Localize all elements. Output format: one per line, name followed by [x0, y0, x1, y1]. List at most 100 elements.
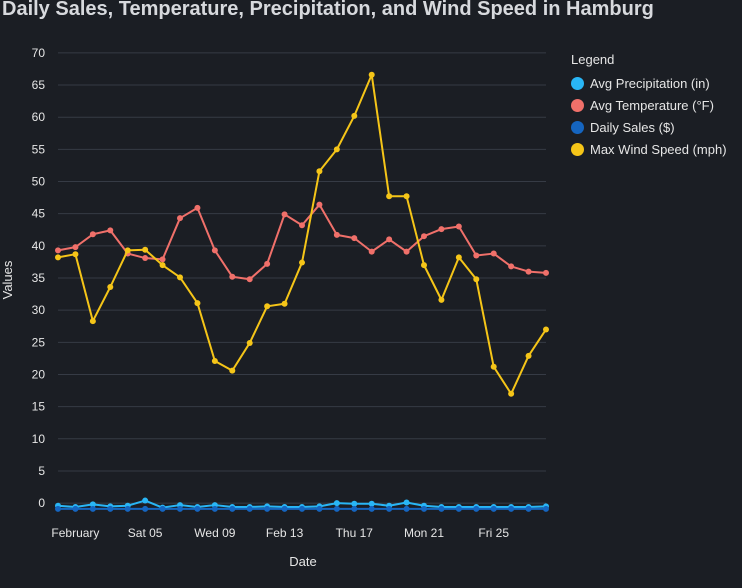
data-point[interactable] [299, 222, 305, 229]
data-point[interactable] [333, 505, 340, 512]
data-point[interactable] [508, 505, 515, 512]
data-point[interactable] [142, 505, 149, 512]
data-point[interactable] [421, 233, 427, 240]
data-point[interactable] [333, 500, 340, 507]
data-point[interactable] [246, 339, 253, 346]
data-point[interactable] [403, 248, 410, 255]
legend-item[interactable]: Daily Sales ($) [571, 116, 727, 138]
data-point[interactable] [473, 252, 480, 259]
data-point[interactable] [525, 268, 532, 275]
data-point[interactable] [211, 357, 218, 364]
data-point[interactable] [299, 505, 305, 512]
data-point[interactable] [194, 300, 201, 307]
data-point[interactable] [438, 296, 445, 303]
data-point[interactable] [473, 505, 480, 512]
data-point[interactable] [351, 505, 358, 512]
data-point[interactable] [281, 505, 288, 512]
data-point[interactable] [368, 505, 375, 512]
data-point[interactable] [229, 273, 236, 280]
data-point[interactable] [177, 215, 183, 222]
data-point[interactable] [194, 505, 201, 512]
data-point[interactable] [107, 284, 114, 291]
data-point[interactable] [351, 500, 358, 507]
data-point[interactable] [421, 505, 427, 512]
data-point[interactable] [543, 505, 549, 512]
data-point[interactable] [89, 501, 96, 508]
data-point[interactable] [299, 259, 305, 266]
data-point[interactable] [281, 211, 288, 218]
data-point[interactable] [508, 390, 515, 397]
legend-item[interactable]: Max Wind Speed (mph) [571, 138, 727, 160]
data-point[interactable] [403, 505, 410, 512]
data-point[interactable] [508, 263, 515, 270]
data-point[interactable] [368, 248, 375, 255]
data-point[interactable] [107, 227, 114, 234]
data-point[interactable] [490, 505, 497, 512]
data-point[interactable] [525, 505, 532, 512]
data-point[interactable] [455, 505, 462, 512]
legend-item[interactable]: Avg Temperature (°F) [571, 94, 727, 116]
data-point[interactable] [333, 146, 340, 153]
data-point[interactable] [386, 505, 393, 512]
data-point[interactable] [55, 247, 61, 254]
y-tick-label: 15 [32, 400, 46, 414]
data-point[interactable] [229, 367, 236, 374]
data-point[interactable] [490, 363, 497, 370]
data-point[interactable] [316, 505, 323, 512]
data-point[interactable] [246, 505, 253, 512]
data-point[interactable] [421, 262, 427, 269]
data-point[interactable] [264, 260, 271, 267]
data-point[interactable] [89, 318, 96, 325]
data-point[interactable] [142, 246, 149, 253]
data-point[interactable] [177, 274, 183, 281]
data-point[interactable] [72, 505, 79, 512]
data-point[interactable] [107, 505, 114, 512]
data-point[interactable] [177, 505, 183, 512]
data-point[interactable] [159, 505, 166, 512]
data-point[interactable] [333, 231, 340, 238]
x-tick-label: Sat 05 [128, 526, 163, 540]
data-point[interactable] [211, 247, 218, 254]
data-point[interactable] [368, 500, 375, 507]
data-point[interactable] [490, 250, 497, 257]
data-point[interactable] [55, 254, 61, 261]
data-point[interactable] [543, 326, 549, 333]
data-point[interactable] [386, 193, 393, 200]
data-point[interactable] [438, 226, 445, 233]
data-point[interactable] [142, 255, 149, 262]
data-point[interactable] [55, 505, 61, 512]
series-line [57, 73, 547, 395]
data-point[interactable] [159, 256, 166, 263]
data-point[interactable] [211, 505, 218, 512]
data-point[interactable] [72, 251, 79, 258]
data-point[interactable] [438, 505, 445, 512]
data-point[interactable] [525, 352, 532, 359]
data-point[interactable] [386, 236, 393, 243]
data-point[interactable] [351, 235, 358, 242]
data-point[interactable] [455, 254, 462, 261]
data-point[interactable] [124, 247, 131, 254]
data-point[interactable] [89, 231, 96, 238]
data-point[interactable] [455, 223, 462, 230]
data-point[interactable] [281, 300, 288, 307]
data-point[interactable] [264, 303, 271, 310]
data-point[interactable] [194, 204, 201, 211]
data-point[interactable] [72, 244, 79, 251]
data-point[interactable] [316, 168, 323, 175]
data-point[interactable] [473, 276, 480, 283]
data-point[interactable] [351, 112, 358, 119]
legend-item[interactable]: Avg Precipitation (in) [571, 72, 727, 94]
series-daily-sales [55, 505, 549, 512]
data-point[interactable] [142, 497, 149, 504]
data-point[interactable] [368, 71, 375, 78]
data-point[interactable] [124, 505, 131, 512]
data-point[interactable] [89, 505, 96, 512]
data-point[interactable] [264, 505, 271, 512]
data-point[interactable] [543, 269, 549, 276]
data-point[interactable] [246, 276, 253, 283]
data-point[interactable] [229, 505, 236, 512]
data-point[interactable] [159, 262, 166, 269]
data-point[interactable] [316, 201, 323, 208]
data-point[interactable] [403, 499, 410, 506]
data-point[interactable] [403, 193, 410, 200]
